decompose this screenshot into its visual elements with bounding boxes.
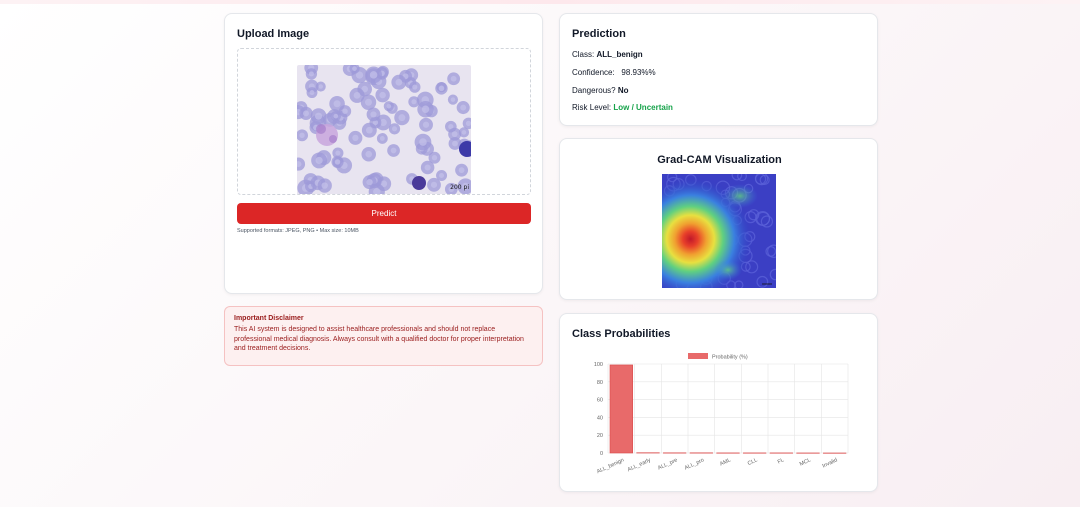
- prediction-title: Prediction: [572, 28, 626, 40]
- y-tick-label: 100: [594, 362, 603, 368]
- risk-label: Risk Level:: [572, 103, 612, 112]
- upload-title: Upload Image: [237, 28, 310, 40]
- x-tick-label: ALL_pro: [684, 457, 705, 471]
- upload-card: Upload Image 200 pi Predict Supported fo…: [224, 13, 543, 294]
- disclaimer-box: Important Disclaimer This AI system is d…: [224, 306, 543, 366]
- bar-ALL_benign: [609, 364, 633, 454]
- top-accent-bar: [0, 0, 1080, 4]
- prediction-card: Prediction Class: ALL_benign Confidence:…: [559, 13, 878, 126]
- class-row: Class: ALL_benign: [572, 50, 643, 59]
- supported-formats-text: Supported formats: JPEG, PNG • Max size:…: [237, 228, 359, 234]
- confidence-value: 98.93%%: [621, 68, 656, 77]
- risk-row: Risk Level: Low / Uncertain: [572, 103, 673, 112]
- legend-label: Probability (%): [712, 355, 748, 361]
- x-tick-label: CLL: [747, 457, 759, 467]
- predict-button[interactable]: Predict: [237, 203, 531, 224]
- y-tick-label: 40: [597, 415, 603, 421]
- dangerous-label: Dangerous?: [572, 86, 616, 95]
- disclaimer-title: Important Disclaimer: [234, 315, 304, 322]
- x-tick-label: ALL_early: [627, 457, 652, 473]
- gradcam-card: Grad-CAM Visualization: [559, 138, 878, 300]
- chart-legend: Probability (%): [688, 353, 748, 361]
- dangerous-row: Dangerous? No: [572, 86, 629, 95]
- x-tick-label: Invalid: [822, 457, 839, 469]
- gradcam-title: Grad-CAM Visualization: [657, 154, 782, 166]
- uploaded-image-preview: 200 pi: [297, 65, 471, 194]
- confidence-row: Confidence: 98.93%%: [572, 68, 656, 77]
- class-probabilities-card: Class Probabilities Probability (%) 0 20 40…: [559, 313, 878, 492]
- x-tick-label: AML: [719, 457, 732, 467]
- y-tick-label: 20: [597, 433, 603, 439]
- gradcam-heatmap-image: [662, 174, 776, 288]
- x-tick-label: ALL_pre: [657, 457, 678, 471]
- legend-swatch: [688, 353, 708, 359]
- class-value: ALL_benign: [596, 50, 643, 59]
- risk-value: Low / Uncertain: [613, 103, 673, 112]
- probabilities-title: Class Probabilities: [572, 328, 671, 340]
- disclaimer-text: This AI system is designed to assist hea…: [234, 326, 524, 352]
- x-tick-label: MCL: [799, 457, 812, 467]
- confidence-label: Confidence:: [572, 68, 615, 77]
- x-tick-label: ALL_benign: [596, 457, 625, 475]
- x-tick-label: FL: [777, 457, 785, 465]
- dangerous-value: No: [617, 86, 629, 95]
- y-tick-label: 60: [597, 398, 603, 404]
- image-dropzone[interactable]: 200 pi: [237, 48, 531, 195]
- class-label: Class:: [572, 50, 595, 59]
- y-tick-label: 0: [600, 451, 603, 457]
- y-tick-label: 80: [597, 380, 603, 386]
- scale-bar-label: 200 pi: [450, 184, 469, 191]
